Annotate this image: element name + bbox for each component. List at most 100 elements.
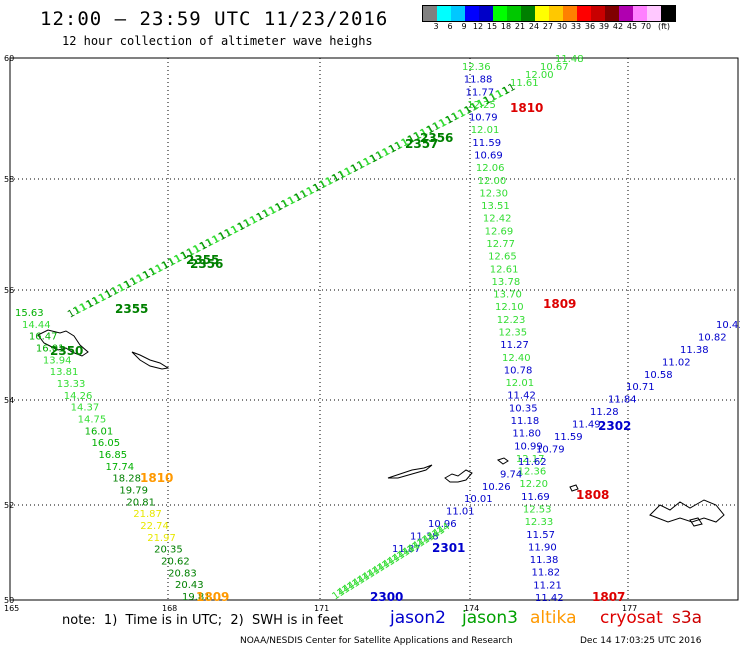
wave-height-value: 11.59 [472, 138, 501, 149]
wave-height-value: 10.01 [464, 494, 493, 505]
scale-swatch [661, 6, 675, 21]
dense-track-mark: 11 [110, 282, 127, 298]
map-frame [9, 57, 739, 601]
wave-height-value: 11.77 [465, 87, 494, 98]
time-label: 2356 [190, 257, 223, 271]
island-adak [649, 499, 725, 523]
track-jason3-south-dense: 1414141414141414141414141414141414141414… [330, 521, 452, 602]
scale-label: 18 [500, 22, 512, 31]
wave-height-value: 13.33 [57, 379, 86, 390]
scale-swatch [451, 6, 465, 21]
wave-height-value: 10.78 [504, 365, 533, 376]
wave-height-value: 15.63 [15, 308, 44, 319]
time-label: 1809 [543, 297, 576, 311]
color-scale [422, 5, 676, 22]
wave-height-value: 21.87 [133, 509, 162, 520]
dense-track-mark: 11 [205, 234, 222, 250]
latitude-labels: 60 58 56 54 52 50 [4, 54, 14, 605]
island-little-sitkin [496, 457, 509, 465]
wave-height-value: 11.38 [410, 532, 439, 543]
wave-height-value: 11.59 [554, 432, 583, 443]
wave-height-value: 11.38 [530, 555, 559, 566]
wave-height-value: 10.43 [716, 320, 740, 331]
wave-height-value: 10.71 [626, 382, 655, 393]
wave-height-value: 14.26 [64, 391, 93, 402]
time-label: 2356 [420, 131, 453, 145]
wave-height-value: 12.61 [490, 264, 519, 275]
dense-track-mark: 11 [198, 237, 215, 253]
wave-height-value: 20.83 [168, 568, 197, 579]
wave-height-value: 11.18 [511, 416, 540, 427]
legend-cryosat: cryosat [600, 608, 663, 628]
scale-swatch [535, 6, 549, 21]
scale-swatch [591, 6, 605, 21]
dense-track-mark: 11 [306, 182, 323, 198]
wave-height-value: 11.28 [590, 407, 619, 418]
longitude-label: 171 [314, 604, 329, 613]
legend-jason3: jason3 [462, 608, 518, 628]
dense-track-mark: 11 [324, 172, 341, 188]
wave-height-value: 16.05 [92, 438, 121, 449]
wave-height-value: 12.36 [462, 62, 491, 73]
wave-height-value: 10.69 [474, 151, 503, 162]
coastlines [37, 329, 725, 527]
wave-height-value: 13.78 [492, 277, 521, 288]
scale-label: 45 [626, 22, 638, 31]
time-label: 1810 [140, 471, 173, 485]
wave-height-value: 12.30 [479, 188, 508, 199]
wave-height-value: 11.69 [521, 492, 550, 503]
longitude-label: 168 [162, 604, 177, 613]
scale-swatch [507, 6, 521, 21]
dense-track-mark: 11 [482, 91, 499, 107]
wave-height-value: 20.81 [126, 497, 155, 508]
wave-height-value: 12.42 [483, 214, 512, 225]
dense-track-mark: 11 [85, 295, 102, 311]
scale-swatch [577, 6, 591, 21]
dense-track-mark: 11 [432, 117, 449, 133]
wave-height-value: 11.27 [500, 340, 529, 351]
dense-track-mark: 11 [148, 263, 165, 279]
wave-height-value: 19.81 [182, 592, 211, 603]
island-agattu [131, 351, 170, 370]
wave-height-value: 20.62 [161, 557, 190, 568]
island-kanaga [689, 517, 703, 527]
dense-track-mark: 11 [236, 217, 253, 233]
scale-swatch [563, 6, 577, 21]
grid-lines [10, 58, 738, 600]
wave-height-value: 13.51 [481, 201, 510, 212]
time-label: 1809 [196, 590, 229, 604]
scale-swatch [465, 6, 479, 21]
track-east-ne: 10.4310.8211.3811.0210.5810.7111.8411.28… [392, 320, 740, 555]
scale-label: 27 [542, 22, 554, 31]
time-label: 2300 [370, 590, 403, 604]
time-label: 1808 [576, 488, 609, 502]
dense-track-mark: 11 [274, 198, 291, 214]
longitude-labels: 165 168 171 174 177 [4, 604, 637, 613]
wave-height-value: 14.37 [71, 403, 100, 414]
scale-label: 70 [640, 22, 652, 31]
wave-height-value: 11.84 [608, 395, 637, 406]
wave-height-value: 10.79 [536, 444, 565, 455]
wave-height-value: 10.67 [540, 62, 569, 73]
legend-altika: altika [530, 608, 577, 628]
wave-height-value: 11.87 [392, 544, 421, 555]
longitude-label: 165 [4, 604, 19, 613]
wave-height-value: 12.53 [523, 505, 552, 516]
island-amchitka [387, 464, 433, 479]
wave-height-value: 18.28 [112, 474, 141, 485]
wave-height-value: 17.74 [105, 462, 134, 473]
wave-height-value: 10.99 [514, 441, 543, 452]
dense-track-mark: 11 [425, 120, 442, 136]
wave-height-value: 12.69 [485, 226, 514, 237]
scale-label: 39 [598, 22, 610, 31]
scale-swatch [647, 6, 661, 21]
scale-label: (ft) [657, 22, 671, 31]
wave-height-value: 12.01 [471, 125, 500, 136]
scale-swatch [521, 6, 535, 21]
scale-label: 24 [528, 22, 540, 31]
wave-height-value: 13.81 [50, 367, 79, 378]
dense-track-mark: 11 [186, 243, 203, 259]
wave-height-value: 12.20 [519, 479, 548, 490]
wave-height-value: 21.97 [147, 533, 176, 544]
dense-track-mark: 11 [79, 298, 96, 314]
